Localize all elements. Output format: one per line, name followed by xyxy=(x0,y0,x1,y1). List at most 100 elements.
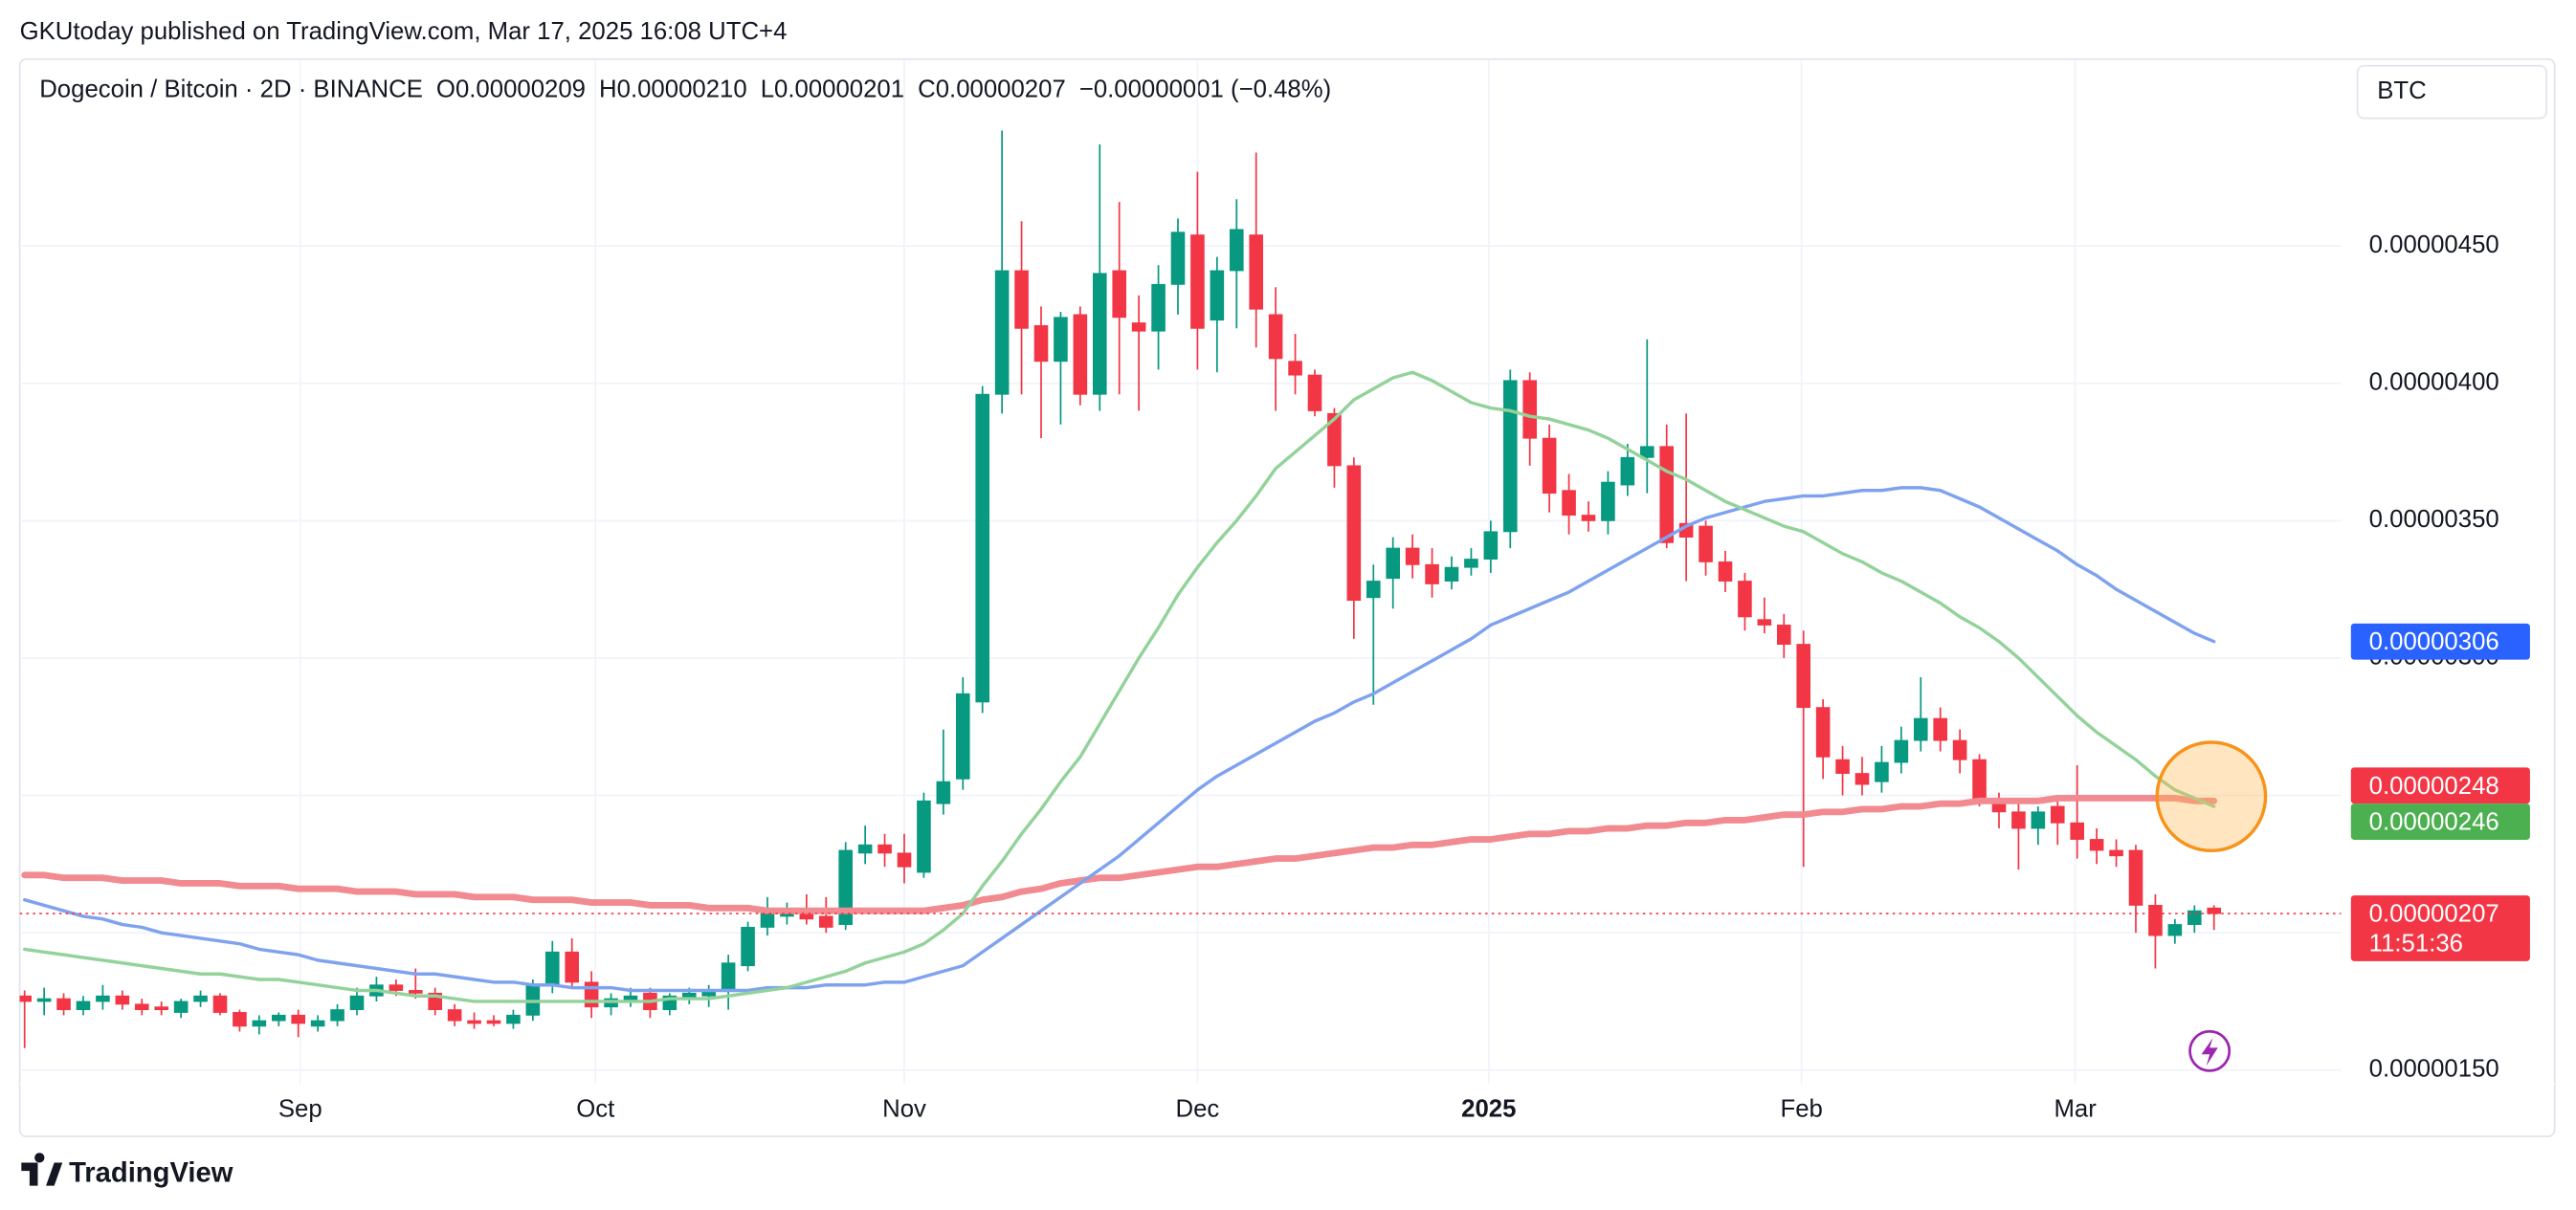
change: −0.00000001 (−0.48%) xyxy=(1079,76,1331,102)
candle-body xyxy=(741,926,755,967)
candle-body xyxy=(1190,234,1205,329)
candle-body xyxy=(1562,490,1576,517)
candle-body xyxy=(1229,229,1244,272)
candle-body xyxy=(2109,849,2123,857)
candle-body xyxy=(1073,314,1088,395)
low-value: 0.00000201 xyxy=(774,76,904,102)
currency-label[interactable]: BTC xyxy=(2377,77,2427,104)
candle-body xyxy=(877,844,892,854)
moving-average-line xyxy=(21,795,2218,914)
candle-body xyxy=(330,1009,344,1022)
candle-body xyxy=(857,844,873,854)
plot-area xyxy=(19,58,2342,1085)
candle-body xyxy=(56,998,71,1011)
x-tick-label: Oct xyxy=(576,1095,614,1122)
x-tick-label: 2025 xyxy=(1461,1095,1516,1122)
candle-body xyxy=(1327,412,1342,467)
candle-body xyxy=(721,962,736,991)
candle-body xyxy=(134,1003,149,1011)
high-label: H xyxy=(599,76,617,102)
candle-body xyxy=(1210,270,1225,321)
x-tick-label: Mar xyxy=(2054,1095,2097,1122)
candle-body xyxy=(1131,322,1146,332)
price-badge xyxy=(2350,623,2530,660)
candle-body xyxy=(565,951,580,983)
logo-text: TradingView xyxy=(69,1157,233,1188)
candle-body xyxy=(154,1006,169,1011)
candle-body xyxy=(271,1014,286,1022)
candle-body xyxy=(1170,231,1186,285)
candle-body xyxy=(1014,270,1029,329)
candle-body xyxy=(1464,559,1478,568)
candle-body xyxy=(486,1020,501,1024)
candle-body xyxy=(310,1020,325,1027)
candle-body xyxy=(955,693,970,780)
close-value: 0.00000207 xyxy=(936,76,1066,102)
candle-body xyxy=(1699,525,1713,562)
candle-body xyxy=(2167,924,2183,936)
candle-body xyxy=(19,995,33,1002)
candle-body xyxy=(115,995,130,1005)
candle-body xyxy=(584,981,599,1008)
candle-body xyxy=(2070,822,2085,840)
x-tick-label: Sep xyxy=(278,1095,322,1122)
alert-bolt xyxy=(2201,1038,2218,1067)
price-badge-label: 0.00000207 xyxy=(2369,901,2499,928)
candle-body xyxy=(1738,581,1752,618)
candle-body xyxy=(1249,234,1264,310)
price-badge-label: 0.00000246 xyxy=(2369,809,2499,836)
price-badge xyxy=(2350,803,2530,840)
countdown-label: 11:51:36 xyxy=(2369,930,2463,957)
x-tick-label: Nov xyxy=(882,1095,926,1122)
candle-body xyxy=(1425,563,1439,584)
x-tick-label: Dec xyxy=(1176,1095,1220,1122)
highlight-circle xyxy=(2155,740,2268,853)
candle-body xyxy=(2187,910,2202,925)
candle-body xyxy=(1757,619,1772,626)
currency-button[interactable] xyxy=(2356,64,2547,120)
close-label: C xyxy=(918,76,936,102)
candle-body xyxy=(1151,283,1166,332)
candle-body xyxy=(1268,314,1283,360)
y-tick-label: 0.00000150 xyxy=(2369,1056,2499,1083)
moving-average-line xyxy=(22,486,2216,993)
plot-layer: 0.000001500.000002000.000002500.00000300… xyxy=(19,58,2530,1122)
candle-body xyxy=(233,1012,247,1027)
low-label: L xyxy=(761,76,774,102)
candle-body xyxy=(1796,644,1811,709)
candle-body xyxy=(1835,759,1850,775)
candle-body xyxy=(1502,380,1518,533)
candle-body xyxy=(1033,324,1049,363)
candle-body xyxy=(2148,905,2163,936)
candle-body xyxy=(252,1020,267,1027)
candle-body xyxy=(2207,907,2222,914)
price-badge xyxy=(2350,767,2530,804)
candle-body xyxy=(917,800,931,873)
candle-body xyxy=(1405,547,1420,565)
candle-body xyxy=(1112,270,1127,319)
candle-body xyxy=(1639,446,1654,458)
candle-body xyxy=(173,1001,189,1013)
candle-body xyxy=(1854,773,1870,785)
candle-body xyxy=(1366,581,1381,599)
candle-body xyxy=(544,951,560,986)
candle-body xyxy=(1952,739,1967,760)
candle-body xyxy=(975,393,990,703)
candle-body xyxy=(1620,456,1635,486)
candle-body xyxy=(1483,531,1499,560)
candle-body xyxy=(1601,481,1615,521)
chart-frame xyxy=(18,57,2556,1137)
candle-body xyxy=(1522,380,1538,439)
candle-body xyxy=(1776,625,1791,646)
candle-body xyxy=(2050,805,2065,824)
candle-body xyxy=(193,995,208,1002)
price-badge-label: 0.00000248 xyxy=(2369,773,2499,800)
candle-body xyxy=(96,995,110,1002)
candle-body xyxy=(2089,839,2104,851)
price-badge-label: 0.00000306 xyxy=(2369,628,2499,655)
open-value: 0.00000209 xyxy=(455,76,586,102)
candle-body xyxy=(291,1014,306,1024)
candle-body xyxy=(467,1020,481,1024)
candle-body xyxy=(1972,759,1987,802)
